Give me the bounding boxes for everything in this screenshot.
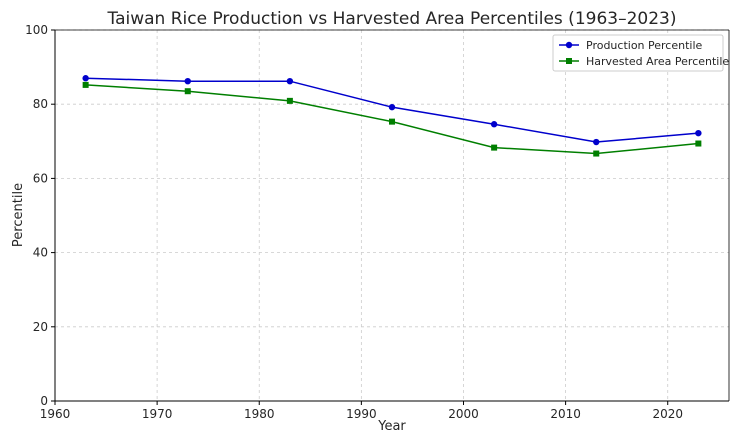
data-point (593, 150, 600, 157)
y-tick-label: 0 (40, 394, 48, 408)
chart-title: Taiwan Rice Production vs Harvested Area… (107, 9, 677, 29)
y-tick-label: 100 (25, 23, 48, 37)
data-point (82, 75, 89, 82)
data-point (491, 144, 498, 151)
data-point (593, 138, 600, 146)
x-tick-label: 1990 (346, 407, 377, 421)
x-tick-label: 1980 (244, 407, 275, 421)
data-point (388, 103, 396, 111)
legend-marker (565, 41, 573, 49)
y-tick-label: 60 (33, 171, 48, 185)
data-point (695, 140, 702, 147)
x-tick-label: 2020 (652, 407, 683, 421)
data-point (286, 97, 293, 104)
legend-item: Production Percentile (559, 39, 703, 52)
legend-item: Harvested Area Percentile (559, 55, 729, 68)
plot-area (82, 75, 702, 157)
y-tick-label: 80 (33, 97, 48, 111)
data-point (184, 77, 191, 85)
series-1 (82, 75, 702, 146)
data-point (286, 77, 294, 85)
legend-label: Production Percentile (586, 39, 703, 52)
legend: Production Percentile Harvested Area Perc… (552, 34, 729, 72)
y-axis-label: Percentile (11, 183, 26, 247)
legend-label: Harvested Area Percentile (586, 55, 729, 68)
axes: 1960 1970 1980 1990 2000 2010 2020 0 20 40 60 80 100 (25, 23, 730, 421)
data-point (184, 88, 191, 95)
x-tick-label: 1970 (142, 407, 173, 421)
x-axis-label: Year (377, 419, 406, 434)
y-tick-label: 20 (33, 320, 48, 334)
x-tick-label: 1960 (40, 407, 71, 421)
grid (54, 29, 729, 402)
legend-box (552, 34, 724, 72)
y-tick-label: 40 (33, 246, 48, 260)
x-tick-label: 2010 (550, 407, 581, 421)
legend-marker (566, 58, 572, 64)
data-point (389, 118, 395, 125)
data-point (490, 121, 498, 128)
x-tick-label: 2000 (448, 407, 479, 421)
data-point (82, 81, 89, 88)
data-point (695, 129, 702, 137)
series-2 (82, 81, 702, 157)
